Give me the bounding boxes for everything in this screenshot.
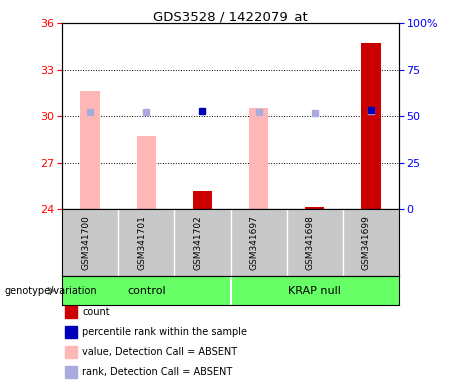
Bar (136, 136, 156, 209)
Text: GSM341701: GSM341701 (137, 215, 146, 270)
Text: percentile rank within the sample: percentile rank within the sample (82, 327, 247, 337)
Text: control: control (127, 286, 165, 296)
Text: GDS3528 / 1422079_at: GDS3528 / 1422079_at (153, 10, 308, 23)
Text: KRAP null: KRAP null (288, 286, 341, 296)
Bar (81, 91, 100, 209)
Text: GSM341697: GSM341697 (249, 215, 259, 270)
Bar (193, 191, 212, 209)
Text: count: count (82, 307, 110, 317)
Text: rank, Detection Call = ABSENT: rank, Detection Call = ABSENT (82, 367, 232, 377)
Bar (249, 108, 268, 209)
Bar (361, 43, 380, 209)
Text: GSM341698: GSM341698 (306, 215, 314, 270)
Text: value, Detection Call = ABSENT: value, Detection Call = ABSENT (82, 347, 237, 357)
Text: genotype/variation: genotype/variation (5, 286, 97, 296)
Text: GSM341699: GSM341699 (362, 215, 371, 270)
Bar (305, 207, 325, 209)
Text: GSM341702: GSM341702 (194, 215, 202, 270)
Text: GSM341700: GSM341700 (81, 215, 90, 270)
